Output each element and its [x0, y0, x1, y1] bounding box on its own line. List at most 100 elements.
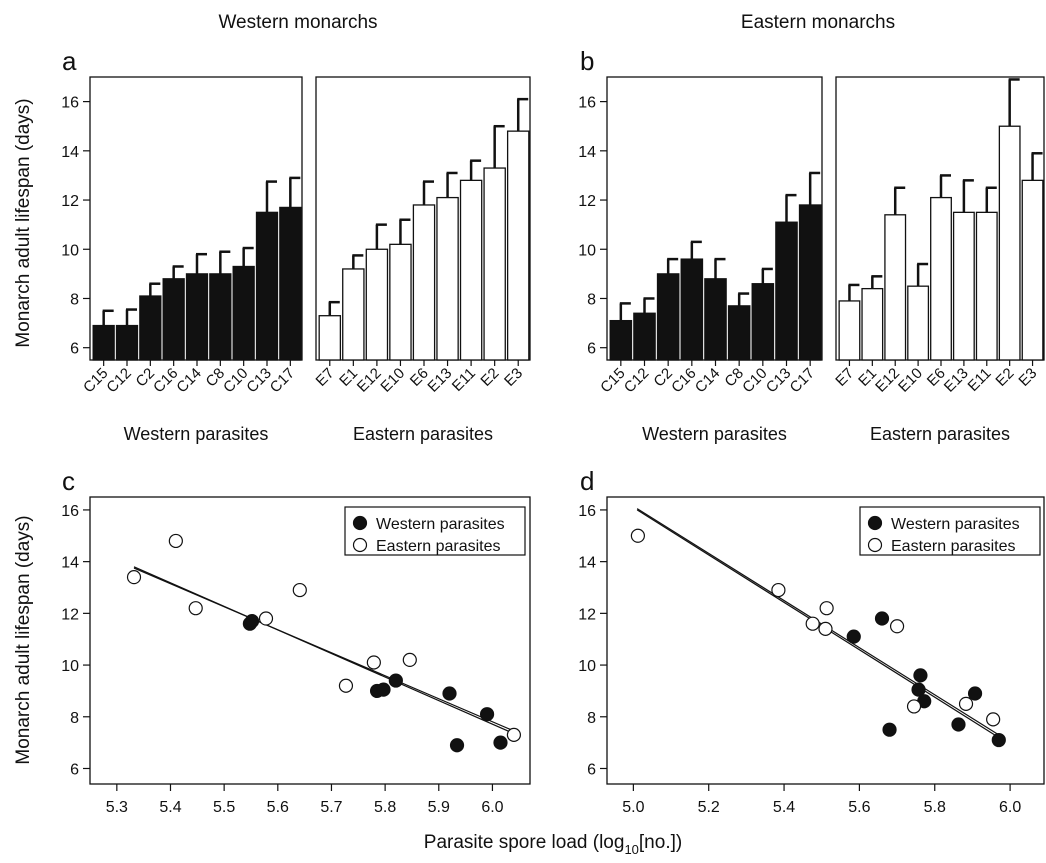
bar	[508, 131, 529, 360]
column-title-eastern: Eastern monarchs	[741, 12, 895, 33]
y-tick-label: 6	[587, 341, 596, 358]
point-eastern	[987, 713, 1000, 726]
point-western	[912, 683, 925, 696]
group-axis-label: Eastern parasites	[870, 424, 1010, 444]
bar	[319, 316, 340, 360]
y-tick-label: 12	[578, 606, 596, 623]
x-tick-label: C14	[173, 365, 204, 396]
y-tick-label: 14	[61, 144, 79, 161]
y-tick-label: 12	[61, 193, 79, 210]
x-tick-label: 5.0	[622, 799, 644, 816]
bar	[163, 279, 184, 360]
x-tick-label: E3	[501, 365, 526, 390]
bar	[634, 313, 655, 360]
point-western	[389, 674, 402, 687]
x-tick-label: E2	[477, 365, 502, 390]
x-tick-label: 6.0	[999, 799, 1021, 816]
y-tick-label: 10	[61, 658, 79, 675]
bar	[390, 244, 411, 360]
point-eastern	[960, 697, 973, 710]
x-tick-label: E3	[1015, 365, 1040, 390]
point-eastern	[507, 728, 520, 741]
y-tick-label: 14	[578, 144, 596, 161]
bar	[210, 274, 231, 360]
point-eastern	[128, 571, 141, 584]
point-western	[847, 630, 860, 643]
point-western	[952, 718, 965, 731]
y-tick-label: 16	[61, 503, 79, 520]
point-western	[969, 687, 982, 700]
y-tick-label: 8	[587, 710, 596, 727]
y-axis-label-bottom: Monarch adult lifespan (days)	[13, 515, 34, 764]
x-tick-label: 5.7	[320, 799, 342, 816]
point-eastern	[189, 602, 202, 615]
x-tick-label: C12	[103, 365, 134, 396]
x-tick-label: 5.2	[698, 799, 720, 816]
point-eastern	[260, 612, 273, 625]
bar	[976, 212, 997, 360]
point-western	[876, 612, 889, 625]
y-tick-label: 10	[61, 242, 79, 259]
x-tick-label: C17	[787, 365, 818, 396]
y-axis-label-top: Monarch adult lifespan (days)	[13, 98, 34, 347]
bar	[280, 207, 301, 360]
bar	[187, 274, 208, 360]
x-tick-label: C14	[692, 365, 723, 396]
point-eastern	[339, 679, 352, 692]
bar	[93, 326, 114, 360]
legend-label: Western parasites	[891, 516, 1020, 533]
bar	[839, 301, 860, 360]
point-eastern	[631, 529, 644, 542]
bar	[931, 198, 952, 360]
group-axis-label: Western parasites	[124, 424, 269, 444]
legend-marker	[354, 517, 367, 530]
bar	[343, 269, 364, 360]
y-tick-label: 8	[70, 710, 79, 727]
bar	[776, 222, 797, 360]
panel-label-d: d	[580, 466, 594, 496]
scatter-panel-c: 6 8 10 12 14 16 5.3 5.4 5.5 5.6 5.7 5.8 5.9 6.0 Wester…	[61, 497, 530, 816]
x-tick-label: E7	[313, 365, 338, 390]
x-tick-label: E11	[964, 365, 994, 395]
bar	[954, 212, 975, 360]
bar-panel-a: 6810121416C15C12C2C16C14C8C10C13C17Weste…	[61, 77, 530, 444]
y-tick-label: 10	[578, 242, 596, 259]
x-tick-label: 6.0	[481, 799, 503, 816]
bar	[658, 274, 679, 360]
point-eastern	[820, 602, 833, 615]
point-eastern	[293, 584, 306, 597]
y-tick-label: 14	[61, 555, 79, 572]
bar	[908, 286, 929, 360]
bar	[752, 284, 773, 360]
y-tick-label: 16	[578, 95, 596, 112]
x-tick-label: 5.4	[773, 799, 795, 816]
bar	[610, 321, 631, 360]
group-axis-label: Eastern parasites	[353, 424, 493, 444]
bar	[140, 296, 161, 360]
x-tick-label: E10	[895, 365, 926, 396]
x-tick-label: 5.5	[213, 799, 235, 816]
bar	[233, 266, 254, 360]
legend-marker	[869, 539, 882, 552]
legend-label: Eastern parasites	[891, 538, 1016, 555]
x-tick-label: E11	[449, 365, 479, 395]
point-eastern	[806, 617, 819, 630]
point-western	[377, 683, 390, 696]
x-tick-label: E7	[832, 365, 857, 390]
column-title-western: Western monarchs	[218, 12, 377, 33]
y-tick-label: 6	[70, 341, 79, 358]
y-tick-label: 12	[578, 193, 596, 210]
bar	[800, 205, 821, 360]
bar	[366, 249, 387, 360]
x-tick-label: 5.8	[374, 799, 396, 816]
bar	[681, 259, 702, 360]
bar	[437, 198, 458, 360]
point-eastern	[891, 620, 904, 633]
x-tick-label: 5.3	[106, 799, 128, 816]
x-tick-label: 5.4	[159, 799, 181, 816]
x-tick-label: E2	[992, 365, 1017, 390]
scatter-panel-d: 6 8 10 12 14 16 5.0 5.2 5.4 5.6 5.8 6.0 Western para…	[578, 497, 1044, 816]
x-tick-label: C12	[621, 365, 652, 396]
trend-line	[134, 568, 514, 731]
point-western	[451, 739, 464, 752]
